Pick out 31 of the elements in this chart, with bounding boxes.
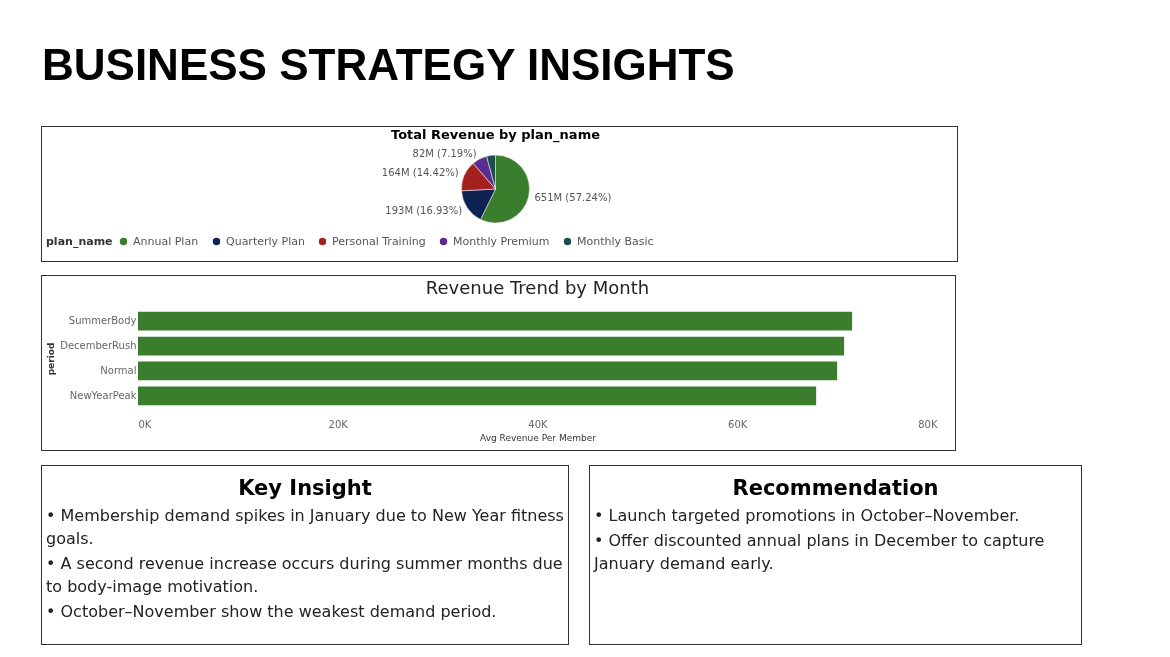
legend-label: Quarterly Plan xyxy=(226,234,305,248)
text: • Launch targeted promotions in October–November. xyxy=(594,505,1021,527)
y-tick-label: NewYearPeak xyxy=(69,389,137,401)
text: • Offer discounted annual plans in December to capture January demand early. xyxy=(594,530,1046,575)
text: Recommendation xyxy=(731,476,940,500)
legend-title: plan_name xyxy=(46,235,113,248)
legend-label: Monthly Premium xyxy=(453,234,550,248)
data-label: 164M (14.42%) xyxy=(381,167,459,179)
legend-label: Monthly Basic xyxy=(577,234,654,248)
y-axis-title: period xyxy=(46,342,57,376)
chart-title: Total Revenue by plan_name xyxy=(391,127,601,144)
y-tick-label: DecemberRush xyxy=(60,340,137,352)
data-label: 82M (7.19%) xyxy=(412,147,477,159)
text: • Membership demand spikes in January due to New Year fitness goals. xyxy=(46,505,564,550)
text: Key Insight xyxy=(237,476,373,500)
legend-label: Personal Training xyxy=(332,234,426,248)
x-tick-label: 0K xyxy=(138,418,152,430)
y-tick-label: SummerBody xyxy=(68,315,137,327)
x-tick-label: 60K xyxy=(728,418,748,430)
text: • A second revenue increase occurs during summer months due to body-image motivation. xyxy=(46,553,564,598)
text: • October–November show the weakest demand period. xyxy=(46,601,498,623)
legend-label: Annual Plan xyxy=(133,234,199,248)
chart-title: Revenue Trend by Month xyxy=(425,277,650,298)
x-tick-label: 80K xyxy=(918,418,938,430)
data-label: 651M (57.24%) xyxy=(534,192,612,204)
x-axis-title: Avg Revenue Per Member xyxy=(480,432,597,443)
text: BUSINESS STRATEGY INSIGHTS xyxy=(42,40,735,90)
x-tick-label: 20K xyxy=(328,418,349,430)
y-tick-label: Normal xyxy=(100,364,137,376)
data-label: 193M (16.93%) xyxy=(385,205,463,217)
x-tick-label: 40K xyxy=(528,418,549,430)
